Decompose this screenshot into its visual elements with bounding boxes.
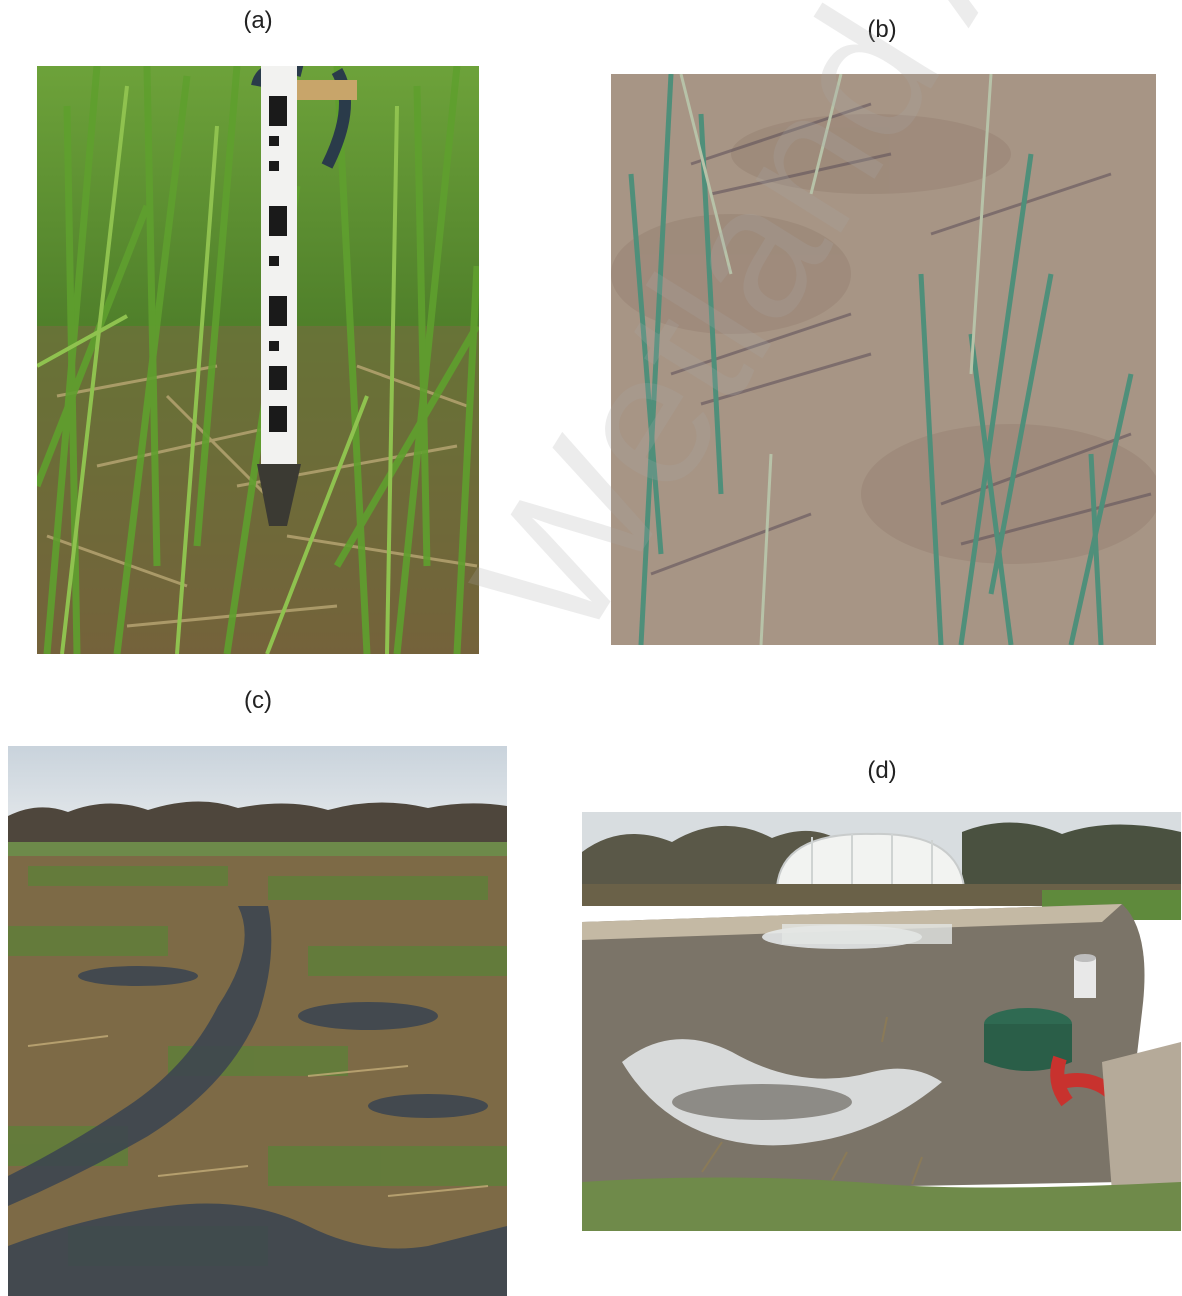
photo-b-reeds-on-sand (611, 74, 1156, 645)
panel-c-label: (c) (244, 687, 272, 714)
photo-d-lined-pond (582, 812, 1181, 1231)
panel-d-label: (d) (867, 757, 897, 784)
panel-b-label: (b) (867, 16, 897, 43)
photo-c-flooded-reed-field (8, 746, 507, 1296)
panel-a-label: (a) (243, 7, 273, 34)
photo-a-measuring-staff-in-reeds (37, 66, 479, 654)
